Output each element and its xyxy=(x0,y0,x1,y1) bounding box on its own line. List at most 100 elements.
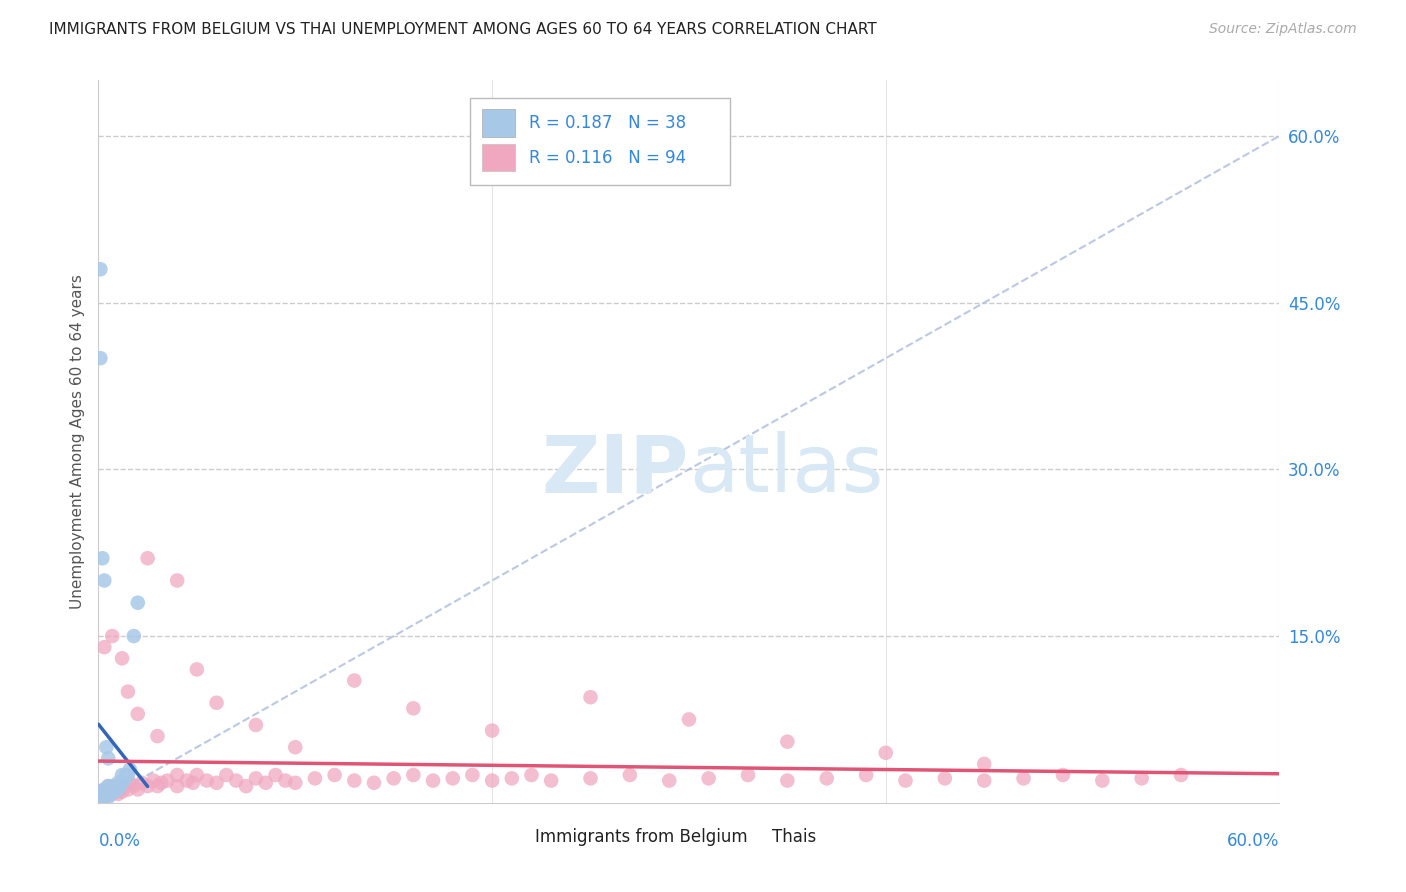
Point xyxy=(117,684,139,698)
Point xyxy=(89,790,111,805)
Point xyxy=(93,790,115,805)
Point xyxy=(91,790,114,805)
Text: 60.0%: 60.0% xyxy=(1227,831,1279,850)
Point xyxy=(118,763,141,777)
Point xyxy=(91,790,114,805)
Point xyxy=(111,768,134,782)
Point xyxy=(105,779,128,793)
Point xyxy=(93,782,115,797)
Point xyxy=(89,790,111,805)
Point xyxy=(181,776,204,790)
Point xyxy=(215,768,238,782)
Point xyxy=(540,773,562,788)
Point xyxy=(127,596,149,610)
Point xyxy=(96,787,118,801)
Point xyxy=(122,629,145,643)
Point xyxy=(150,776,173,790)
Point xyxy=(103,782,125,797)
FancyBboxPatch shape xyxy=(471,98,730,185)
Point xyxy=(1130,772,1153,786)
Point xyxy=(245,772,267,786)
Point xyxy=(304,772,326,786)
Bar xyxy=(482,144,516,171)
Point xyxy=(101,785,124,799)
Point xyxy=(195,773,218,788)
Point xyxy=(737,768,759,782)
Point xyxy=(142,773,165,788)
Point xyxy=(461,768,484,782)
Point xyxy=(343,673,366,688)
Point xyxy=(105,785,128,799)
Point xyxy=(815,772,838,786)
Point xyxy=(166,779,188,793)
Point xyxy=(117,782,139,797)
Point xyxy=(98,782,121,797)
Point xyxy=(205,696,228,710)
Point xyxy=(579,772,602,786)
Point xyxy=(91,551,114,566)
Bar xyxy=(501,826,530,850)
Point xyxy=(107,787,129,801)
Point xyxy=(96,785,118,799)
Point xyxy=(96,740,118,755)
Point xyxy=(98,787,121,801)
Point xyxy=(115,768,138,782)
Point xyxy=(107,776,129,790)
Point xyxy=(894,773,917,788)
Point xyxy=(284,740,307,755)
Text: IMMIGRANTS FROM BELGIUM VS THAI UNEMPLOYMENT AMONG AGES 60 TO 64 YEARS CORRELATI: IMMIGRANTS FROM BELGIUM VS THAI UNEMPLOY… xyxy=(49,22,877,37)
Point xyxy=(101,779,124,793)
Point xyxy=(1170,768,1192,782)
Point xyxy=(973,756,995,771)
Point xyxy=(118,776,141,790)
Point xyxy=(274,773,297,788)
Point xyxy=(186,768,208,782)
Point xyxy=(205,776,228,790)
Point xyxy=(97,751,120,765)
Point xyxy=(101,629,124,643)
Text: Immigrants from Belgium: Immigrants from Belgium xyxy=(536,829,748,847)
Point xyxy=(111,651,134,665)
Point xyxy=(855,768,877,782)
Bar xyxy=(737,826,766,850)
Point xyxy=(323,768,346,782)
Point xyxy=(127,706,149,721)
Point xyxy=(136,779,159,793)
Bar xyxy=(482,109,516,136)
Point xyxy=(1091,773,1114,788)
Point xyxy=(122,779,145,793)
Point xyxy=(402,768,425,782)
Point xyxy=(101,787,124,801)
Point xyxy=(89,351,111,366)
Point xyxy=(111,785,134,799)
Point xyxy=(520,768,543,782)
Point xyxy=(235,779,257,793)
Point xyxy=(107,782,129,797)
Point xyxy=(166,768,188,782)
Point xyxy=(658,773,681,788)
Point xyxy=(117,768,139,782)
Point xyxy=(776,773,799,788)
Point xyxy=(112,773,135,788)
Point xyxy=(96,782,118,797)
Point xyxy=(441,772,464,786)
Point xyxy=(107,779,129,793)
Text: R = 0.187   N = 38: R = 0.187 N = 38 xyxy=(530,114,686,132)
Point xyxy=(284,776,307,790)
Text: R = 0.116   N = 94: R = 0.116 N = 94 xyxy=(530,149,686,167)
Point xyxy=(89,262,111,277)
Point xyxy=(402,701,425,715)
Point xyxy=(103,782,125,797)
Text: Source: ZipAtlas.com: Source: ZipAtlas.com xyxy=(1209,22,1357,37)
Point xyxy=(146,779,169,793)
Point xyxy=(776,734,799,748)
Point xyxy=(97,785,120,799)
Point xyxy=(91,785,114,799)
Point xyxy=(1012,772,1035,786)
Point xyxy=(136,551,159,566)
Point xyxy=(97,790,120,805)
Point xyxy=(97,779,120,793)
Point xyxy=(93,574,115,588)
Point xyxy=(156,773,179,788)
Point xyxy=(97,787,120,801)
